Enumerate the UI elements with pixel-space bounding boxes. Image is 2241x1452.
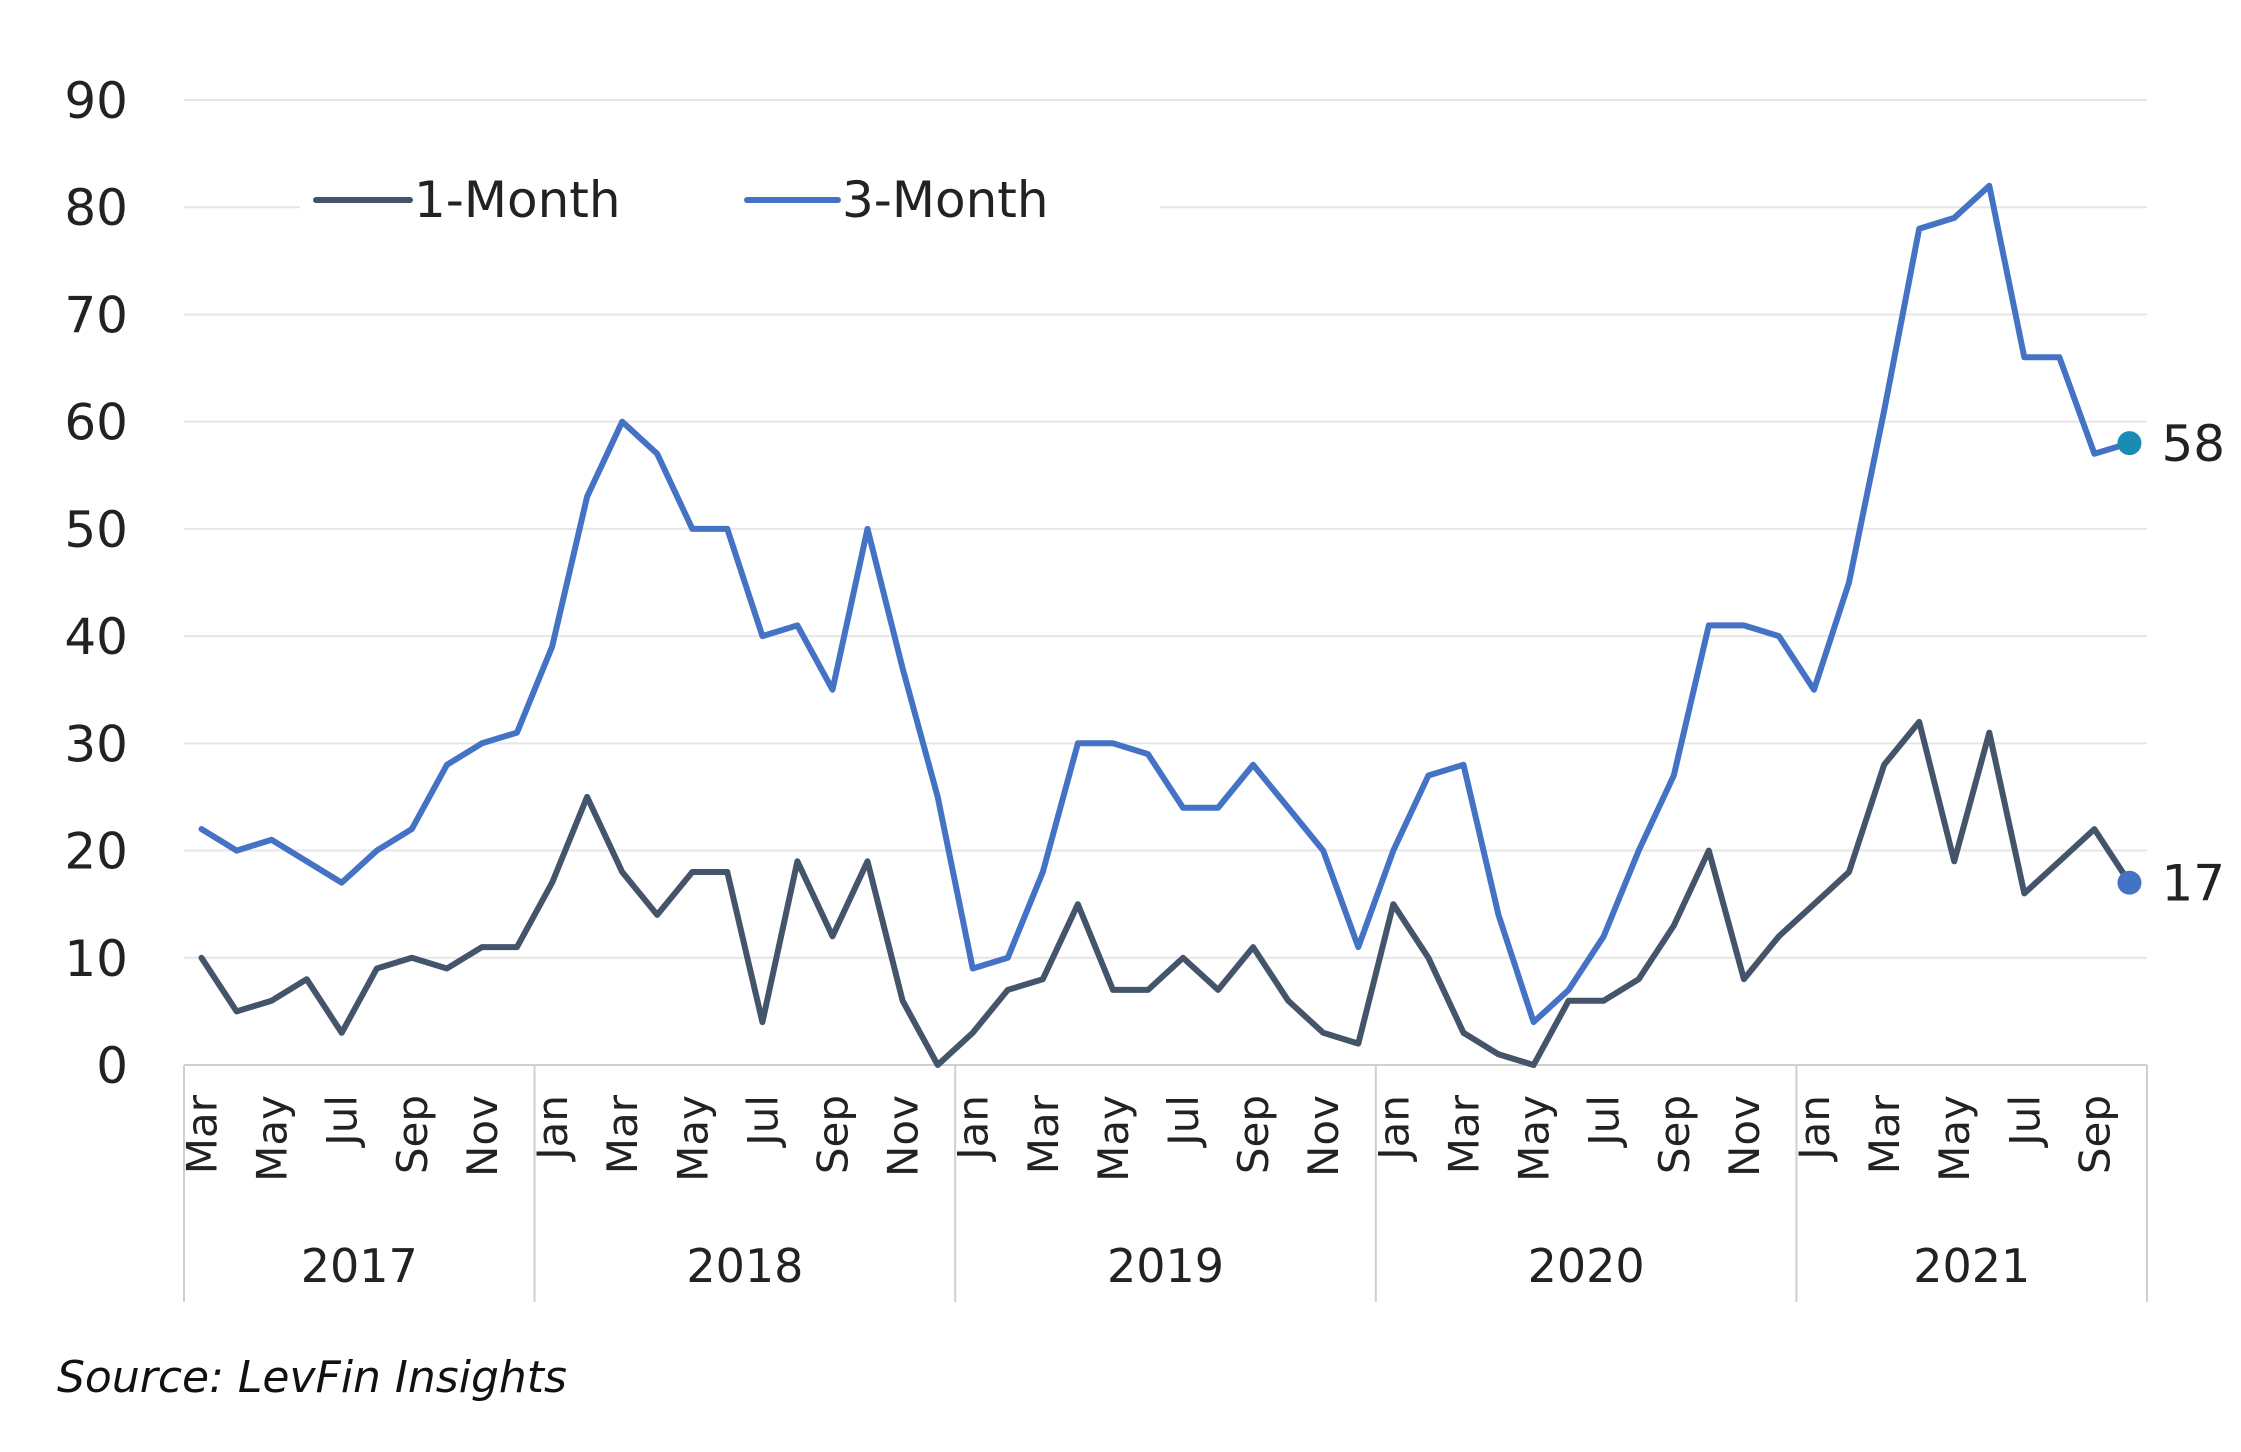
x-tick-label: Mar [598,1094,647,1174]
x-tick-label: May [1930,1095,1979,1182]
series-line-3-month [198,182,2133,1026]
x-tick-label: May [668,1095,717,1182]
x-tick-label: Jul [1580,1095,1629,1149]
x-tick-label: May [248,1095,297,1182]
x-tick-label: Mar [1860,1094,1909,1174]
x-tick-label: Sep [808,1095,857,1174]
end-value-label-3-month: 58 [2161,415,2225,473]
y-tick-label: 90 [64,72,128,130]
year-group-label: 2018 [686,1239,803,1293]
x-tick-label: Sep [2070,1095,2119,1174]
y-tick-label: 0 [96,1037,128,1095]
x-tick-label: Sep [1229,1095,1278,1174]
x-tick-label: Jul [318,1095,367,1149]
end-value-label-1-month: 17 [2161,855,2225,913]
year-group-label: 2020 [1528,1239,1645,1293]
y-tick-label: 50 [64,501,128,559]
y-tick-label: 10 [64,930,128,988]
y-tick-label: 20 [64,823,128,881]
legend-label-1-month: 1-Month [414,171,621,229]
y-tick-label: 40 [64,608,128,666]
x-tick-label: Jul [1159,1095,1208,1149]
y-tick-label: 60 [64,394,128,452]
x-tick-label: Nov [458,1095,507,1177]
y-axis-tick-labels: 0 10 20 30 40 50 60 70 80 90 [64,72,128,1095]
x-tick-label: May [1510,1095,1559,1182]
x-tick-label: Mar [178,1094,227,1174]
x-tick-label: Sep [1650,1095,1699,1174]
end-marker-3-month [2117,431,2142,456]
x-axis-year-groups: 2017 2018 2019 2020 2021 [301,1239,2031,1293]
legend-label-3-month: 3-Month [842,171,1049,229]
y-tick-label: 30 [64,715,128,773]
axes [183,1064,2148,1302]
series-line-1-month [198,718,2133,1068]
x-tick-label: May [1089,1095,1138,1182]
x-axis-month-labels: Mar May Jul Sep Nov Jan Mar May Jul Sep Nov Jan Mar M… [178,1094,2120,1182]
year-group-label: 2019 [1107,1239,1224,1293]
x-tick-label: Jan [528,1095,577,1163]
x-tick-label: Nov [1720,1095,1769,1177]
x-tick-label: Jan [949,1095,998,1163]
x-tick-label: Jul [738,1095,787,1149]
gridlines [184,99,2147,959]
legend: 1-Month 3-Month [300,140,1160,250]
x-tick-label: Jan [1790,1095,1839,1163]
x-tick-label: Jan [1369,1095,1418,1163]
x-tick-label: Mar [1439,1094,1488,1174]
y-tick-label: 80 [64,179,128,237]
end-marker-1-month [2117,870,2142,895]
y-tick-label: 70 [64,286,128,344]
year-group-label: 2021 [1913,1239,2030,1293]
x-tick-label: Nov [879,1095,928,1177]
series-lines [198,182,2133,1068]
x-tick-label: Mar [1019,1094,1068,1174]
year-group-label: 2017 [301,1239,418,1293]
x-tick-label: Sep [388,1095,437,1174]
x-tick-label: Jul [2000,1095,2049,1149]
legend-background [300,140,1160,250]
x-tick-label: Nov [1299,1095,1348,1177]
source-note: Source: LevFin Insights [57,1352,567,1403]
